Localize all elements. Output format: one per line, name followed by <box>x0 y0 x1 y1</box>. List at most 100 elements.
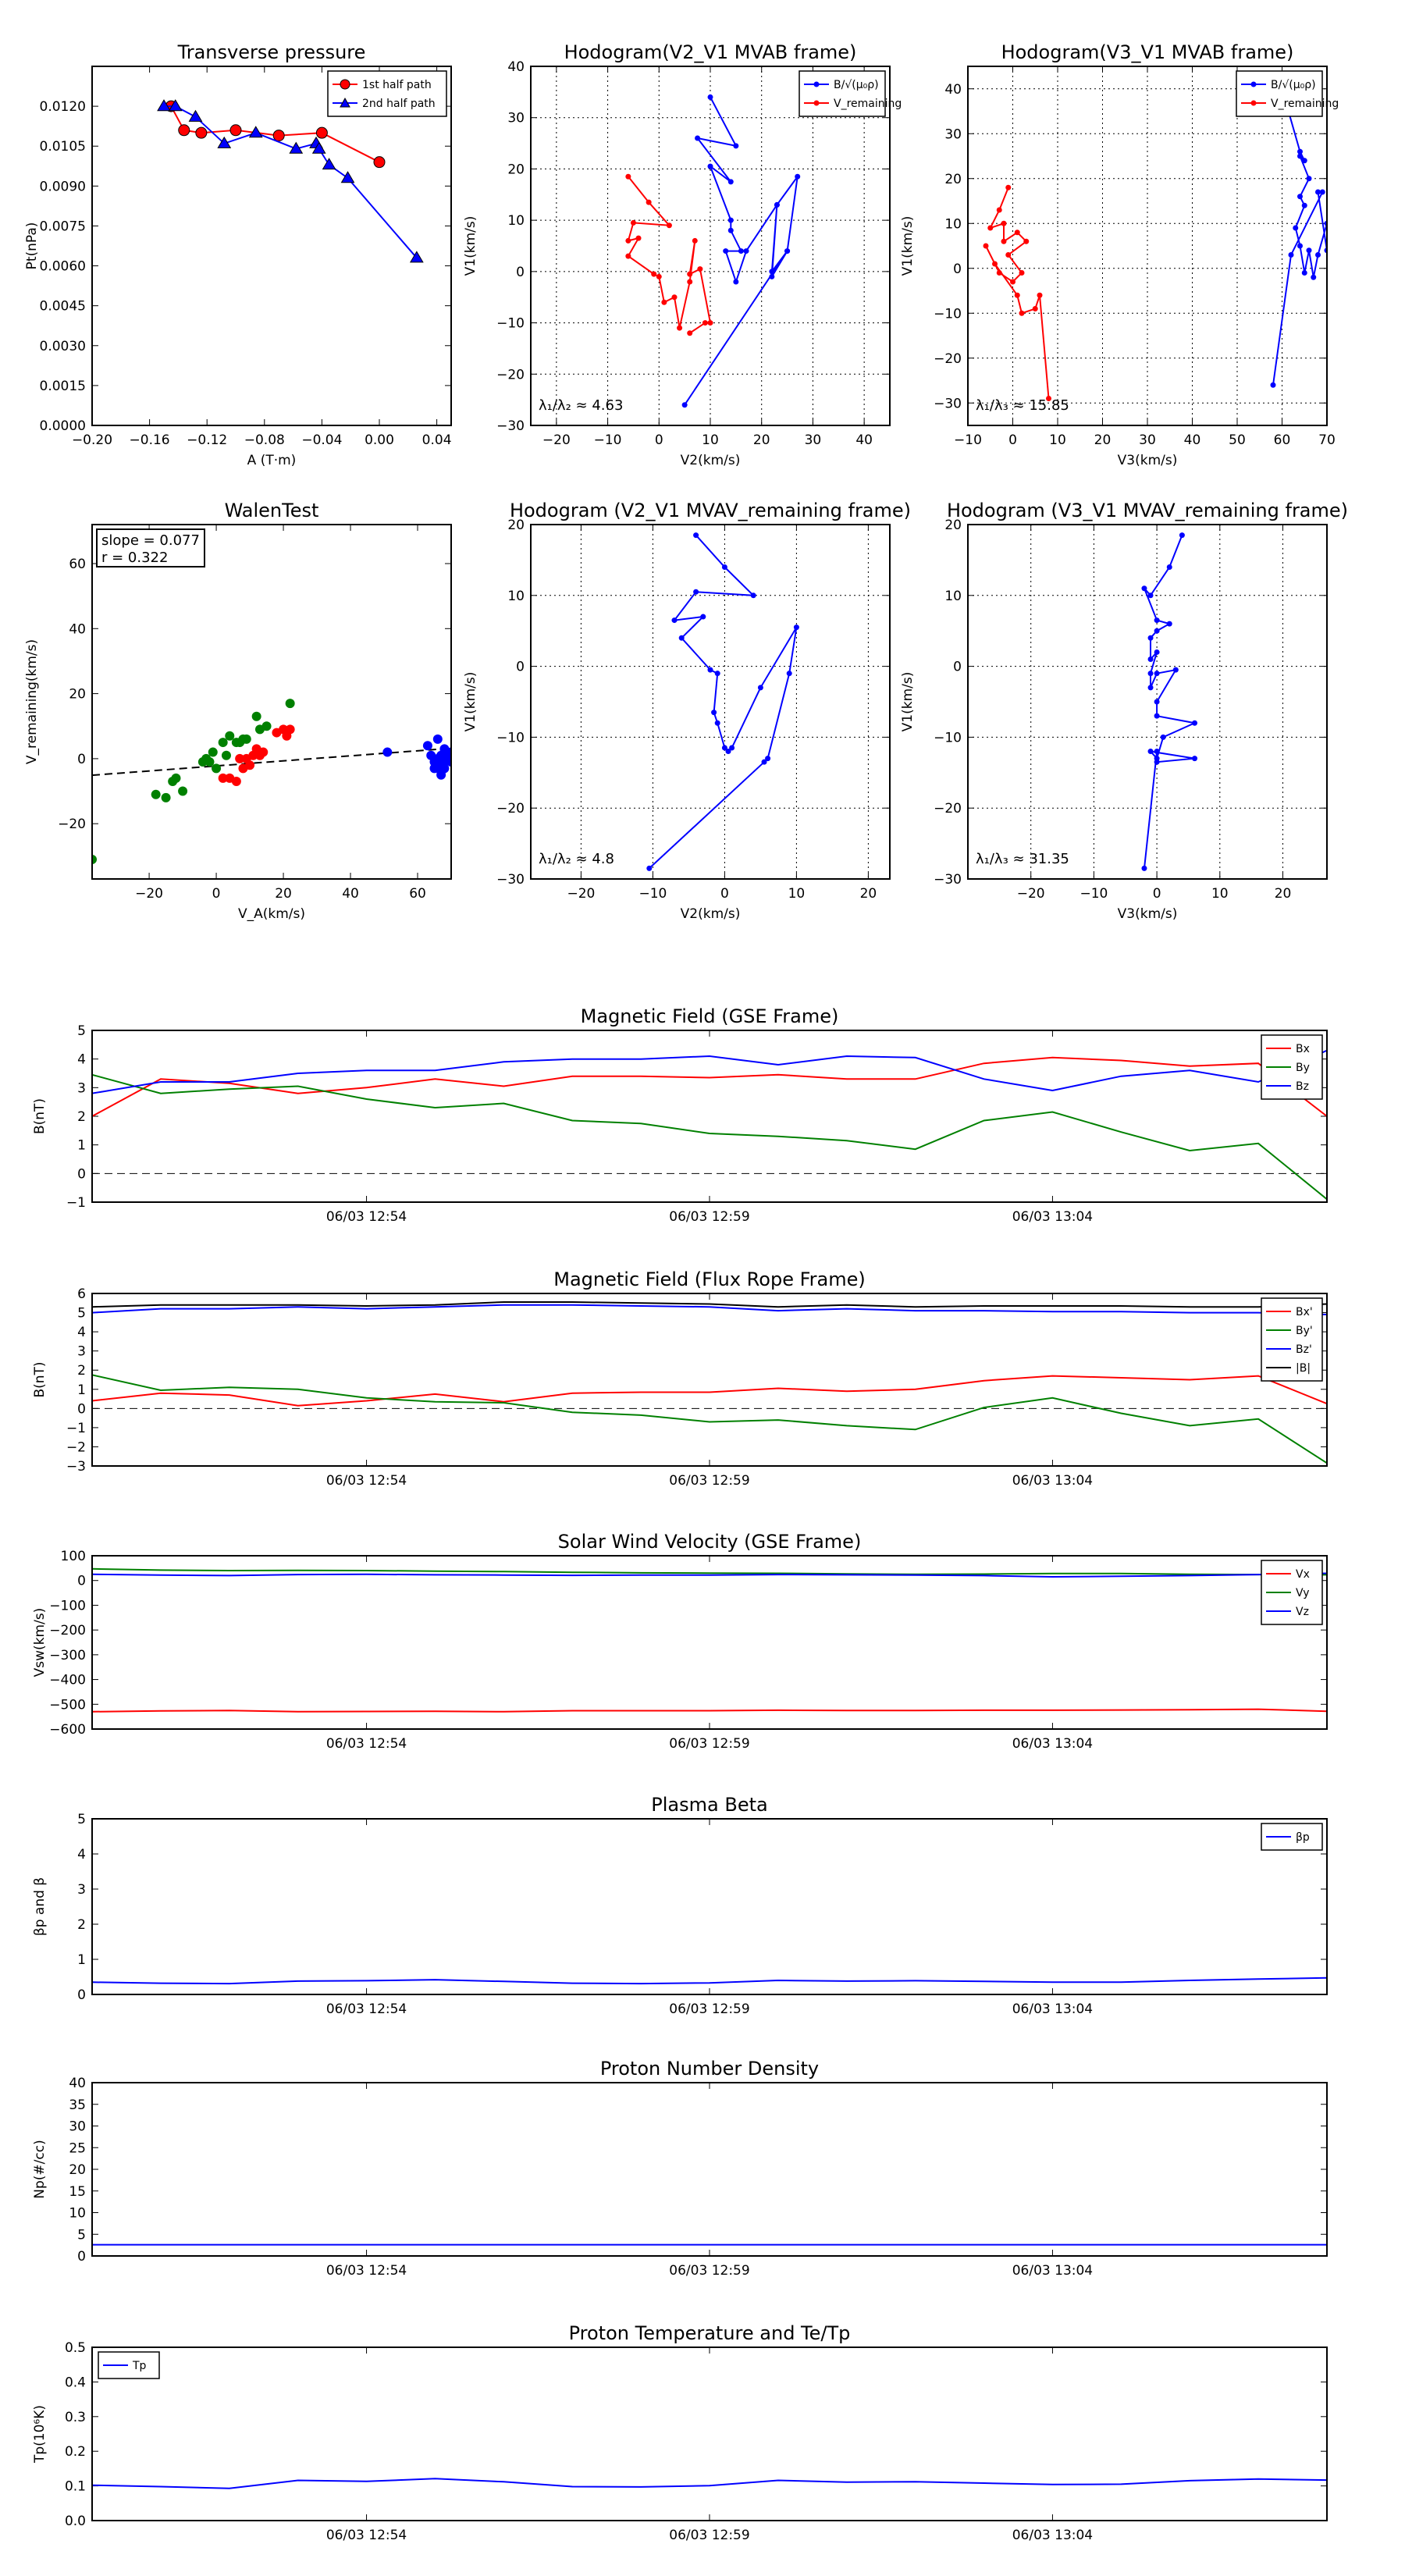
data-point <box>721 745 727 751</box>
data-point <box>996 270 1002 276</box>
y-axis-label: Vsw(km/s) <box>32 1608 48 1678</box>
y-tick-label: 20 <box>944 518 962 533</box>
y-tick-label: 60 <box>69 557 86 572</box>
chart-title: Hodogram (V2_V1 MVAV_remaining frame) <box>510 500 911 521</box>
legend: 1st half path 2nd half path <box>327 70 447 117</box>
y-axis-label: V1(km/s) <box>463 216 478 276</box>
y-tick-label: 10 <box>944 589 962 604</box>
y-axis-label: Tp(10⁶K) <box>32 2405 48 2464</box>
series-line <box>92 1056 1327 1117</box>
data-point <box>1160 734 1166 740</box>
data-point <box>727 227 734 233</box>
data-point <box>178 786 188 796</box>
data-point <box>761 759 767 765</box>
chart-title: WalenTest <box>225 500 319 521</box>
series-Vz <box>92 1572 1327 1578</box>
data-point <box>725 749 731 755</box>
y-tick-label: 3 <box>77 1344 86 1360</box>
data-point <box>733 143 739 149</box>
y-tick-label: 0 <box>77 1401 86 1417</box>
data-point <box>786 671 792 677</box>
data-point <box>436 770 446 780</box>
x-tick-label: 06/03 12:59 <box>669 2001 749 2017</box>
data-point <box>1147 635 1154 641</box>
series-line <box>627 176 712 334</box>
data-point <box>646 865 653 871</box>
data-point <box>205 757 215 767</box>
legend-item: Bz <box>1266 1080 1309 1093</box>
y-tick-label: −30 <box>496 872 525 888</box>
data-point <box>1019 310 1025 316</box>
series-V_remaining <box>983 184 1051 401</box>
data-point <box>651 271 657 277</box>
data-point <box>1005 184 1012 190</box>
legend-frame <box>1261 1297 1323 1382</box>
x-tick-label: 0 <box>1008 432 1017 448</box>
legend-label: V_remaining <box>1271 98 1339 110</box>
data-point <box>289 141 304 154</box>
data-point <box>721 564 727 570</box>
x-tick-label: 06/03 12:54 <box>326 1736 407 1752</box>
legend-item: Vx <box>1266 1568 1310 1581</box>
y-tick-label: −600 <box>49 1722 86 1738</box>
y-tick-label: −10 <box>934 306 962 322</box>
y-tick-label: 0.1 <box>65 2479 86 2495</box>
chart-walen: WalenTest −20 0 20 40 60 −20 0 20 40 60 V_A(km/s) V_… <box>24 500 452 922</box>
plot-frame <box>91 66 452 426</box>
data-point <box>714 671 720 677</box>
x-axis-label: V3(km/s) <box>1118 453 1178 468</box>
data-point <box>687 271 693 277</box>
data-point <box>743 248 749 254</box>
data-point <box>711 710 717 716</box>
y-tick-label: 0.2 <box>65 2444 86 2460</box>
legend-item: V_remaining <box>1241 98 1339 110</box>
data-point <box>258 747 269 757</box>
y-tick-label: 20 <box>69 2162 86 2178</box>
y-axis-label: B(nT) <box>32 1098 48 1134</box>
fit-line <box>92 747 451 777</box>
y-tick-label: 1 <box>77 1138 86 1154</box>
y-tick-label: −2 <box>66 1439 86 1455</box>
legend-item: |B| <box>1266 1362 1311 1375</box>
x-tick-label: −10 <box>954 432 982 448</box>
data-point <box>666 222 672 229</box>
y-tick-label: −1 <box>66 1195 86 1211</box>
data-point <box>1014 229 1020 236</box>
x-tick-label: 10 <box>1049 432 1066 448</box>
data-point <box>1154 628 1160 634</box>
data-point <box>322 158 336 170</box>
y-tick-label: 20 <box>507 518 525 533</box>
data-point <box>707 667 713 673</box>
data-point <box>251 711 261 721</box>
plot-area <box>1141 532 1198 871</box>
chart-hodo_v3_mvav: Hodogram (V3_V1 MVAV_remaining frame) −20… <box>900 500 1348 922</box>
series-Vx <box>92 1708 1327 1713</box>
legend-label: Vz <box>1296 1606 1309 1618</box>
y-tick-label: 0.0030 <box>40 339 86 354</box>
series-line <box>92 1708 1327 1713</box>
data-point <box>315 126 328 139</box>
data-point <box>1154 617 1160 624</box>
y-tick-label: 0 <box>77 1574 86 1589</box>
y-tick-label: 40 <box>69 621 86 637</box>
data-point <box>1315 252 1321 258</box>
data-point <box>693 532 699 539</box>
y-axis-label: V1(km/s) <box>900 216 916 276</box>
data-point <box>1001 220 1007 226</box>
y-axis-label: V1(km/s) <box>463 672 478 732</box>
data-point <box>272 130 285 142</box>
data-point <box>723 248 729 254</box>
legend-marker <box>1250 81 1257 87</box>
legend-frame <box>799 70 886 117</box>
data-point <box>229 124 242 137</box>
y-tick-label: −300 <box>49 1648 86 1663</box>
y-tick-label: 35 <box>69 2097 86 2113</box>
x-tick-label: 06/03 13:04 <box>1012 2263 1093 2279</box>
data-point <box>793 624 799 631</box>
y-tick-label: 0 <box>77 1987 86 2003</box>
x-tick-label: 40 <box>855 432 873 448</box>
y-tick-label: −100 <box>49 1598 86 1614</box>
fit-stats-frame <box>96 528 205 568</box>
